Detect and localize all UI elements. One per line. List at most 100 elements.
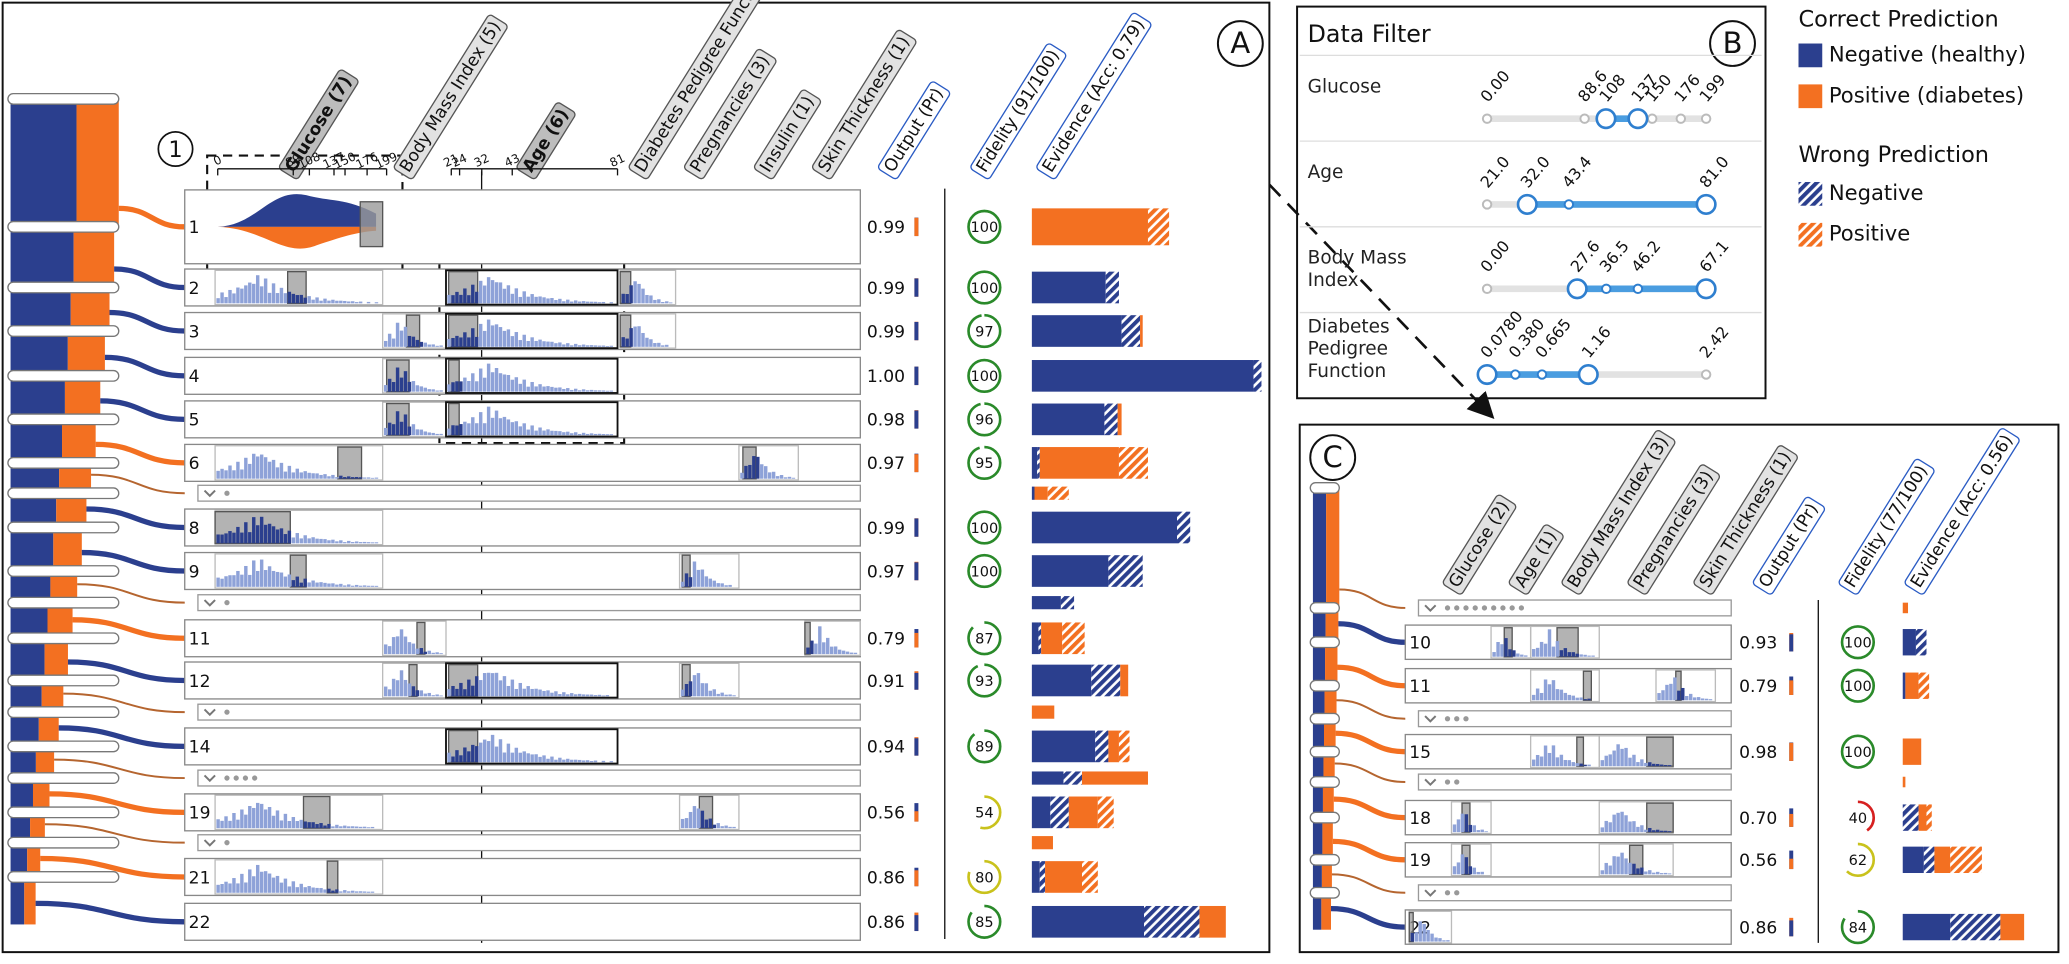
slider-handle[interactable] [1595, 108, 1617, 130]
histogram-bar [558, 431, 562, 436]
histogram-bar [1575, 697, 1579, 701]
histogram-bar [1539, 692, 1544, 701]
histogram-bar [554, 343, 558, 347]
histogram-bar [510, 293, 515, 304]
histogram-bar [486, 406, 491, 436]
panel-badge [1309, 434, 1357, 482]
slider-handle[interactable] [1627, 108, 1649, 130]
histogram-bar [391, 338, 396, 347]
histogram-bar [236, 883, 240, 893]
histogram-bar [637, 326, 641, 347]
histogram-bar [224, 533, 228, 544]
histogram-bar [339, 891, 343, 893]
header-box [393, 14, 508, 180]
histogram-bar [593, 390, 598, 392]
histogram-bar [248, 869, 252, 893]
header-box [753, 89, 822, 180]
histogram-bar [439, 390, 443, 392]
evidence-bar [1068, 796, 1098, 829]
evidence-bar [1950, 846, 1982, 874]
histogram-bar [763, 466, 768, 479]
flow-column [1312, 817, 1323, 863]
histogram-bar [366, 585, 371, 587]
histogram-bar [510, 679, 515, 697]
flow-column [1312, 782, 1323, 821]
output-label: 0.86 [867, 913, 905, 933]
panel-badge [1216, 20, 1264, 67]
histogram-bar [1460, 854, 1465, 875]
fidelity-label: 40 [1849, 811, 1867, 827]
filter-name-box: Diabetes Pedigree Function [1308, 316, 1390, 382]
histogram-bar [335, 824, 339, 829]
slider-handle[interactable] [1516, 193, 1538, 215]
evidence-bar [1902, 846, 1924, 874]
histogram-bar [566, 343, 570, 347]
histogram-bar [307, 472, 311, 479]
histogram-bar [593, 345, 598, 347]
expand-chevron [203, 599, 216, 607]
histogram-bar [275, 571, 280, 587]
fidelity-label: 97 [975, 324, 993, 340]
histogram-bar [220, 292, 224, 304]
histogram-bar [271, 815, 276, 829]
histogram-bar [720, 583, 724, 587]
histogram-bar [744, 465, 748, 479]
histogram-bar [295, 576, 300, 587]
histogram-bar [467, 423, 471, 436]
flow-column [1325, 642, 1338, 689]
condition-range [1582, 670, 1592, 701]
histogram-bar [387, 689, 392, 697]
histogram-bar [447, 384, 451, 392]
slider-handle[interactable] [1476, 363, 1498, 386]
histogram-bar [228, 820, 232, 829]
histogram-bar [323, 825, 327, 829]
histogram-bar [1563, 759, 1568, 767]
histogram-bar [728, 826, 732, 829]
histogram-bar [455, 750, 459, 763]
histogram-bar [451, 337, 455, 347]
fidelity-label: 95 [975, 456, 993, 472]
histogram-bar [427, 432, 431, 436]
output-bar [914, 738, 919, 756]
histogram-bar [530, 381, 534, 392]
histogram-bar [530, 425, 534, 436]
slider-handle[interactable] [1695, 278, 1717, 300]
histogram-bar [343, 542, 347, 544]
legend-heading: Correct Prediction [1798, 6, 1998, 32]
flow-column [10, 778, 33, 815]
histogram-bar [1640, 825, 1644, 833]
collapsed-row [1417, 710, 1732, 728]
histogram-bar [415, 385, 420, 392]
histogram-bar [244, 285, 248, 304]
histogram-bar [1608, 865, 1612, 875]
histogram-bar [1559, 754, 1564, 767]
histogram-bar [1659, 764, 1664, 767]
histogram-bar [1612, 856, 1616, 875]
histogram-bar [224, 881, 228, 893]
histogram-bar [279, 528, 284, 544]
histogram-bar [335, 584, 339, 587]
histogram-bar [1531, 759, 1536, 767]
flow-pill [1309, 811, 1340, 824]
filter-title: Data Filter [1308, 20, 1431, 48]
histogram-bar [327, 823, 331, 829]
histogram-bar [1667, 831, 1672, 833]
histogram-bar [1434, 937, 1438, 942]
histogram-bar [558, 757, 562, 763]
histogram-bar [455, 381, 459, 392]
header-box [1036, 12, 1152, 180]
histogram-bar [1563, 648, 1568, 657]
output-label: 0.93 [1739, 634, 1777, 654]
header-box [278, 69, 359, 180]
slider-handle[interactable] [1566, 278, 1588, 300]
flow-pill [1309, 776, 1340, 788]
histogram-bar [514, 421, 519, 436]
output-label: 0.99 [867, 218, 905, 238]
header-box [970, 43, 1067, 180]
histogram-bar [354, 891, 359, 893]
histogram-bar [435, 390, 439, 392]
histogram-bar [554, 300, 558, 304]
slider-handle[interactable] [1695, 193, 1717, 215]
slider-handle[interactable] [1577, 363, 1599, 386]
output-bar [914, 870, 919, 887]
